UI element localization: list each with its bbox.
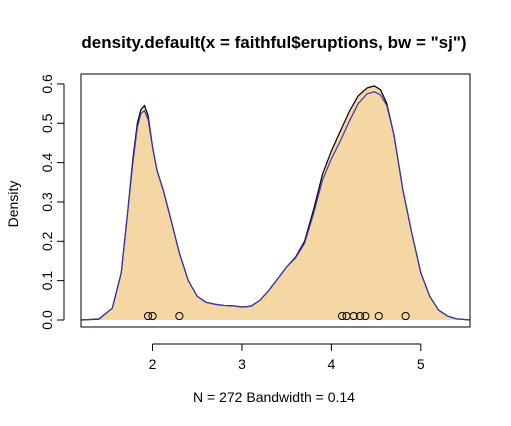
data-point — [338, 311, 347, 321]
plot-frame — [80, 73, 471, 328]
chart-title: density.default(x = faithful$eruptions, … — [81, 33, 466, 52]
x-tick-label: 2 — [149, 356, 157, 372]
data-point — [349, 311, 358, 321]
data-point — [361, 311, 370, 321]
y-tick-label: 0.5 — [39, 113, 55, 133]
x-tick-label: 5 — [417, 356, 425, 372]
density-fill-area — [81, 85, 470, 321]
y-axis-label: Density — [5, 181, 21, 228]
data-point — [355, 311, 365, 321]
data-point — [401, 311, 410, 321]
y-tick-label: 0.3 — [39, 192, 55, 212]
density-line-2 — [80, 91, 471, 321]
y-tick-label: 0.1 — [39, 271, 55, 291]
plot-area: 2 3 4 5 0.0 0.1 0.2 0.3 0.4 0.5 0.6 — [39, 73, 471, 372]
y-tick-label: 0.4 — [39, 153, 55, 173]
y-tick-label: 0.2 — [39, 231, 55, 251]
y-tick-label: 0.6 — [39, 74, 55, 94]
x-tick-label: 4 — [327, 356, 335, 372]
x-tick-label: 3 — [238, 356, 246, 372]
data-point — [175, 311, 184, 321]
data-point — [148, 311, 157, 321]
data-point — [374, 311, 383, 321]
x-axis-label: N = 272 Bandwidth = 0.14 — [193, 389, 355, 405]
data-point — [143, 311, 153, 321]
y-tick-label: 0.0 — [39, 310, 55, 330]
